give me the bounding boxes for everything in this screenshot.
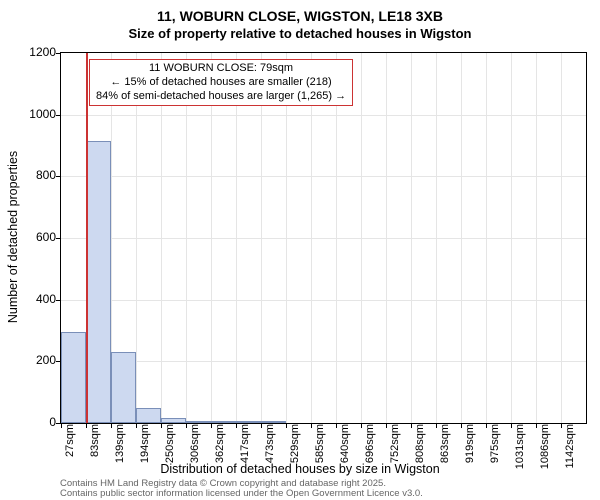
gridline-vertical: [461, 53, 462, 423]
ytick-label: 600: [16, 230, 56, 244]
ytick-label: 1000: [16, 107, 56, 121]
ytick-label: 200: [16, 353, 56, 367]
gridline-horizontal: [61, 238, 586, 239]
gridline-vertical: [211, 53, 212, 423]
xtick-label: 194sqm: [139, 424, 151, 463]
xtick-label: 362sqm: [214, 424, 226, 463]
xtick-mark: [536, 423, 537, 428]
chart-subtitle: Size of property relative to detached ho…: [0, 26, 600, 41]
gridline-vertical: [436, 53, 437, 423]
gridline-vertical: [261, 53, 262, 423]
ytick-label: 800: [16, 168, 56, 182]
xtick-mark: [186, 423, 187, 428]
xtick-mark: [361, 423, 362, 428]
ytick-label: 400: [16, 292, 56, 306]
gridline-vertical: [411, 53, 412, 423]
ytick-mark: [56, 115, 61, 116]
gridline-vertical: [236, 53, 237, 423]
histogram-bar: [261, 421, 286, 423]
xtick-label: 306sqm: [189, 424, 201, 463]
footer-line-2: Contains public sector information licen…: [60, 489, 423, 499]
reference-line: [86, 53, 88, 423]
xtick-label: 417sqm: [239, 424, 251, 463]
ytick-mark: [56, 238, 61, 239]
ytick-label: 1200: [16, 45, 56, 59]
gridline-vertical: [361, 53, 362, 423]
histogram-bar: [136, 408, 161, 423]
xtick-label: 139sqm: [114, 424, 126, 463]
annotation-line: 11 WOBURN CLOSE: 79sqm: [96, 62, 346, 76]
ytick-mark: [56, 176, 61, 177]
histogram-bar: [61, 332, 86, 423]
ytick-mark: [56, 53, 61, 54]
xtick-mark: [311, 423, 312, 428]
xtick-label: 1142sqm: [564, 424, 576, 468]
xtick-mark: [261, 423, 262, 428]
gridline-vertical: [486, 53, 487, 423]
xtick-label: 808sqm: [414, 424, 426, 463]
gridline-vertical: [136, 53, 137, 423]
histogram-bar: [161, 418, 186, 423]
gridline-vertical: [311, 53, 312, 423]
histogram-bar: [211, 421, 236, 423]
xtick-mark: [211, 423, 212, 428]
annotation-line: 84% of semi-detached houses are larger (…: [96, 90, 346, 104]
xtick-mark: [236, 423, 237, 428]
annotation-line: ← 15% of detached houses are smaller (21…: [96, 76, 346, 90]
gridline-vertical: [186, 53, 187, 423]
xtick-mark: [511, 423, 512, 428]
xtick-mark: [111, 423, 112, 428]
xtick-label: 473sqm: [264, 424, 276, 463]
gridline-vertical: [336, 53, 337, 423]
gridline-vertical: [511, 53, 512, 423]
xtick-label: 696sqm: [364, 424, 376, 463]
footer-attribution: Contains HM Land Registry data © Crown c…: [60, 479, 423, 500]
gridline-vertical: [386, 53, 387, 423]
ytick-mark: [56, 300, 61, 301]
xtick-mark: [386, 423, 387, 428]
gridline-vertical: [161, 53, 162, 423]
chart-title: 11, WOBURN CLOSE, WIGSTON, LE18 3XB: [0, 8, 600, 24]
histogram-bar: [86, 141, 111, 423]
gridline-horizontal: [61, 361, 586, 362]
xtick-label: 1031sqm: [514, 424, 526, 469]
plot-area: 11 WOBURN CLOSE: 79sqm← 15% of detached …: [60, 52, 587, 424]
xtick-mark: [561, 423, 562, 428]
xtick-label: 250sqm: [164, 424, 176, 463]
xtick-label: 919sqm: [464, 424, 476, 463]
gridline-vertical: [286, 53, 287, 423]
xtick-label: 83sqm: [89, 424, 101, 457]
xtick-label: 752sqm: [389, 424, 401, 463]
xtick-label: 863sqm: [439, 424, 451, 463]
gridline-vertical: [561, 53, 562, 423]
xtick-label: 585sqm: [314, 424, 326, 463]
xtick-mark: [86, 423, 87, 428]
xtick-mark: [61, 423, 62, 428]
xtick-mark: [136, 423, 137, 428]
xtick-label: 529sqm: [289, 424, 301, 463]
gridline-horizontal: [61, 300, 586, 301]
annotation-box: 11 WOBURN CLOSE: 79sqm← 15% of detached …: [89, 59, 353, 106]
histogram-bar: [186, 421, 211, 423]
xtick-label: 640sqm: [339, 424, 351, 463]
xtick-mark: [286, 423, 287, 428]
gridline-horizontal: [61, 115, 586, 116]
xtick-mark: [461, 423, 462, 428]
gridline-horizontal: [61, 176, 586, 177]
xtick-mark: [161, 423, 162, 428]
xtick-mark: [486, 423, 487, 428]
x-axis-label: Distribution of detached houses by size …: [0, 462, 600, 476]
xtick-label: 1086sqm: [539, 424, 551, 469]
ytick-label: 0: [16, 415, 56, 429]
histogram-bar: [236, 421, 261, 423]
xtick-mark: [436, 423, 437, 428]
xtick-label: 975sqm: [489, 424, 501, 463]
gridline-vertical: [536, 53, 537, 423]
xtick-mark: [336, 423, 337, 428]
xtick-label: 27sqm: [64, 424, 76, 457]
histogram-bar: [111, 352, 136, 423]
xtick-mark: [411, 423, 412, 428]
